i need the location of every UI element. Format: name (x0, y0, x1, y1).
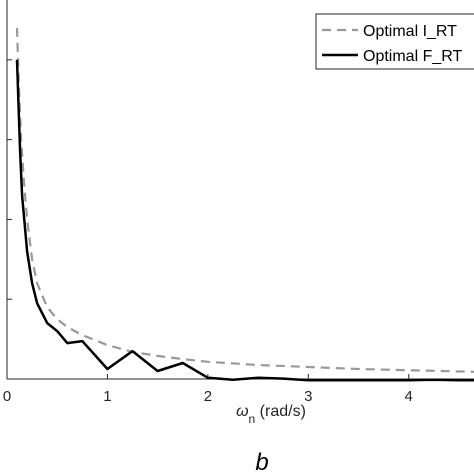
x-tick-label: 1 (103, 388, 111, 405)
series-line-1 (15, 27, 474, 373)
x-axis-symbol: ω (236, 403, 248, 420)
legend-label-1: Optimal I_RT (363, 23, 457, 40)
x-axis-subscript: n (249, 412, 256, 426)
series-line-2 (15, 59, 474, 382)
x-axis-label-text: ωn (rad/s) (236, 403, 306, 426)
legend-label-2: Optimal F_RT (363, 48, 463, 65)
panel-label: b (255, 449, 268, 474)
x-tick-label: 4 (405, 388, 413, 405)
x-axis-label: ωn (rad/s) (236, 403, 306, 426)
x-tick-label: 3 (304, 388, 312, 405)
x-axis-units: (rad/s) (255, 403, 306, 420)
x-tick-label: 2 (204, 388, 212, 405)
x-tick-label: 0 (3, 388, 11, 405)
plot-area (15, 27, 474, 382)
legend: Optimal I_RT Optimal F_RT (315, 13, 474, 70)
legend-box (315, 13, 474, 70)
